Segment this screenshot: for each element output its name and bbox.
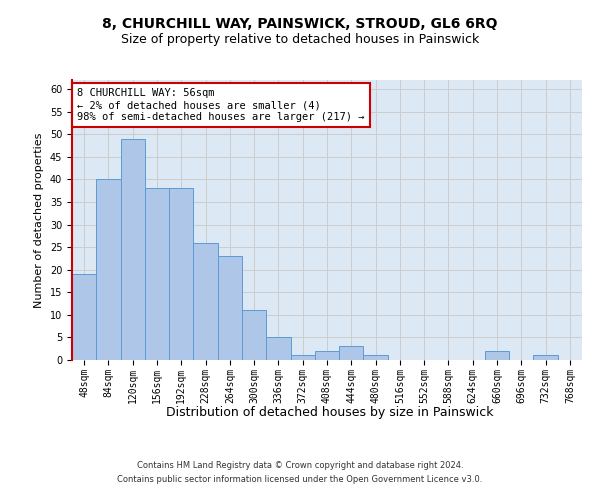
Bar (266, 338, 290, 360)
Text: Size of property relative to detached houses in Painswick: Size of property relative to detached ho… (121, 32, 479, 46)
Bar (169, 188, 193, 360)
Text: Contains public sector information licensed under the Open Government Licence v3: Contains public sector information licen… (118, 476, 482, 484)
Bar (72, 274, 96, 360)
Bar (145, 188, 169, 360)
Bar (339, 346, 364, 360)
Bar (242, 310, 266, 360)
Bar (315, 351, 339, 360)
Bar (218, 256, 242, 360)
Text: Contains HM Land Registry data © Crown copyright and database right 2024.: Contains HM Land Registry data © Crown c… (137, 460, 463, 469)
Text: Distribution of detached houses by size in Painswick: Distribution of detached houses by size … (166, 406, 494, 419)
Text: 8, CHURCHILL WAY, PAINSWICK, STROUD, GL6 6RQ: 8, CHURCHILL WAY, PAINSWICK, STROUD, GL6… (102, 18, 498, 32)
Bar (485, 351, 509, 360)
Bar (96, 180, 121, 360)
Y-axis label: Number of detached properties: Number of detached properties (34, 132, 44, 308)
Text: 8 CHURCHILL WAY: 56sqm
← 2% of detached houses are smaller (4)
98% of semi-detac: 8 CHURCHILL WAY: 56sqm ← 2% of detached … (77, 88, 365, 122)
Bar (290, 356, 315, 360)
Bar (121, 138, 145, 360)
Bar (193, 242, 218, 360)
Bar (533, 356, 558, 360)
Bar (364, 356, 388, 360)
